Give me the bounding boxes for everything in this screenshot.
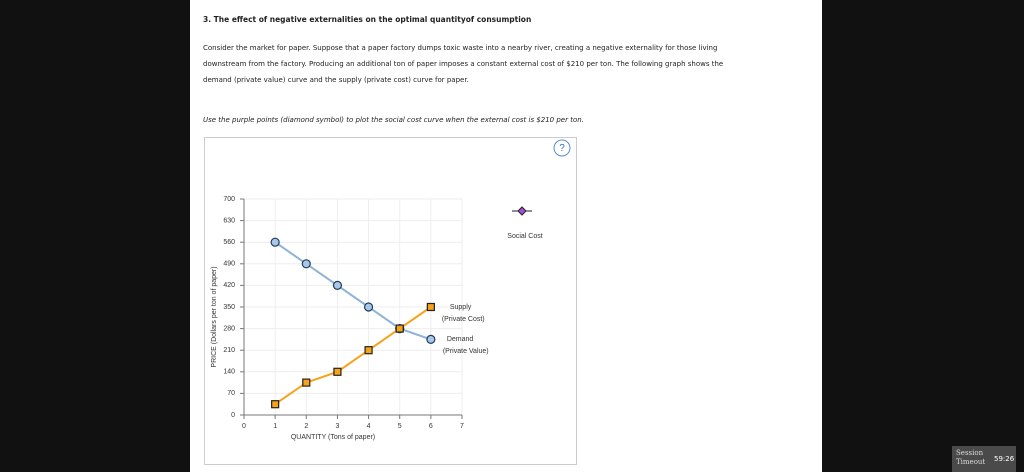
paragraph-line: demand (private value) curve and the sup… — [203, 76, 469, 84]
series-sublabel: (Private Value) — [443, 348, 489, 355]
data-point — [395, 324, 404, 333]
data-point — [333, 367, 342, 376]
x-tick-label: 7 — [460, 423, 464, 430]
chart-box — [204, 137, 577, 465]
help-text[interactable]: ? — [559, 143, 565, 154]
y-tick-label: 350 — [223, 304, 235, 311]
data-point — [302, 378, 311, 387]
data-point — [332, 280, 343, 290]
paragraph-line: downstream from the factory. Producing a… — [203, 60, 724, 68]
instruction: Use the purple points (diamond symbol) t… — [203, 116, 584, 124]
series-label: Supply — [450, 304, 472, 311]
data-point — [426, 302, 435, 312]
y-tick-label: 490 — [223, 261, 235, 268]
data-point — [301, 259, 311, 269]
y-tick-label: 280 — [223, 325, 235, 332]
data-point — [364, 346, 373, 355]
y-axis-label: PRICE (Dollars per ton of paper) — [211, 266, 218, 367]
series-line — [274, 241, 432, 341]
y-tick-label: 210 — [223, 347, 235, 354]
x-tick-label: 0 — [242, 423, 246, 430]
y-tick-label: 560 — [223, 239, 235, 246]
tool-label: Social Cost — [507, 233, 542, 240]
session-label: Session Timeout — [956, 449, 986, 466]
x-tick-label: 1 — [273, 423, 277, 430]
y-tick-label: 70 — [227, 390, 235, 397]
data-point — [426, 334, 436, 344]
series-sublabel: (Private Cost) — [442, 316, 485, 323]
y-tick-label: 0 — [231, 412, 235, 419]
series-line — [274, 306, 432, 406]
data-point — [270, 237, 280, 247]
x-tick-label: 2 — [304, 423, 308, 430]
help-button[interactable] — [553, 139, 571, 157]
tool-diamond[interactable] — [517, 206, 527, 216]
data-point — [363, 302, 374, 312]
x-tick-label: 4 — [367, 423, 371, 430]
paragraph-line: Consider the market for paper. Suppose t… — [203, 44, 718, 52]
data-point — [271, 400, 280, 409]
question-title: 3. The effect of negative externalities … — [203, 15, 532, 24]
session-time: 59:26 — [994, 455, 1015, 463]
x-tick-label: 3 — [335, 423, 339, 430]
x-tick-label: 6 — [429, 423, 433, 430]
series-label: Demand — [447, 336, 474, 343]
y-tick-label: 630 — [223, 217, 235, 224]
y-tick-label: 140 — [223, 369, 235, 376]
y-tick-label: 700 — [223, 196, 235, 203]
x-tick-label: 5 — [398, 423, 402, 430]
x-axis-label: QUANTITY (Tons of paper) — [291, 434, 375, 441]
y-tick-label: 420 — [223, 282, 235, 289]
session-widget: Session Timeout 59:26 — [952, 446, 1016, 472]
